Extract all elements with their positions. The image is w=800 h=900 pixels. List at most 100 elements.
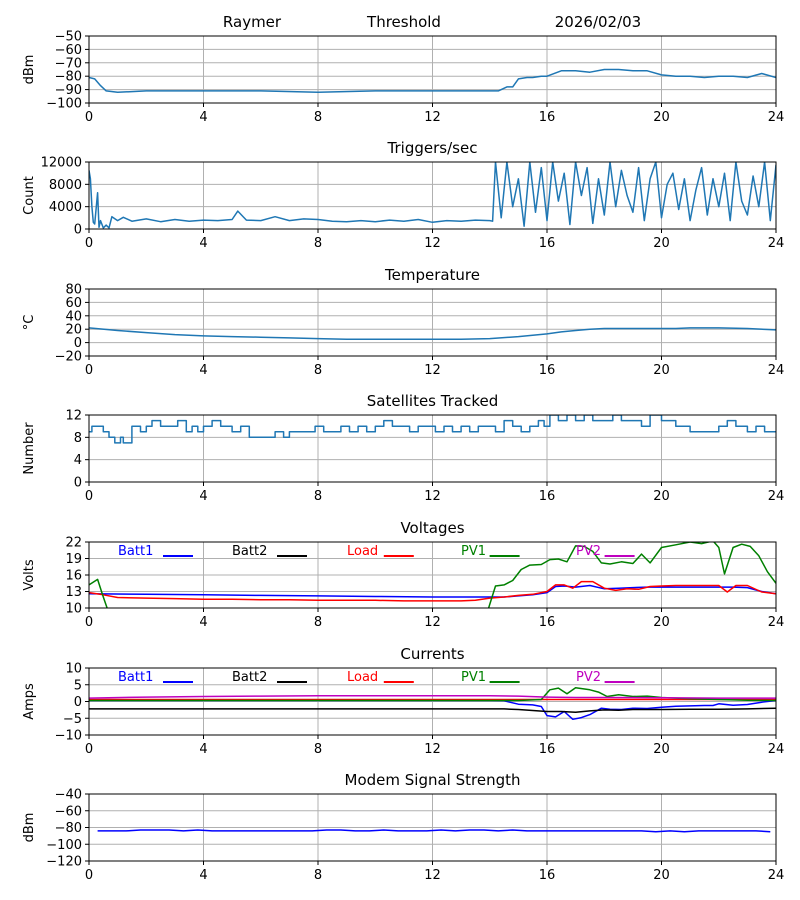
chart-title: Voltages <box>400 519 464 537</box>
legend-label: Load <box>347 544 378 559</box>
y-tick-label: −10 <box>55 729 82 744</box>
y-tick-label: 80 <box>65 283 82 298</box>
x-tick-label: 16 <box>539 363 556 378</box>
x-tick-label: 4 <box>199 489 207 504</box>
chart-panel-3: 0 4 8 12 16 20 24 0 4 8 12 Satellites Tracked Number <box>22 392 784 504</box>
x-tick-label: 16 <box>539 615 556 630</box>
x-tick-label: 0 <box>85 236 93 251</box>
x-tick-label: 12 <box>424 489 441 504</box>
y-tick-label: 0 <box>74 476 82 491</box>
x-tick-label: 8 <box>314 363 322 378</box>
y-axis-label: °C <box>22 315 37 331</box>
x-tick-label: 8 <box>314 236 322 251</box>
x-tick-label: 20 <box>653 110 670 125</box>
y-axis-label: Volts <box>22 559 37 591</box>
series-line-pv2 <box>89 695 776 699</box>
y-tick-label: −80 <box>55 70 82 85</box>
series-group <box>89 327 776 341</box>
y-tick-label: −5 <box>63 712 82 727</box>
series-line-batt2 <box>89 707 776 713</box>
y-tick-label: 40 <box>65 309 82 324</box>
x-tick-label: 16 <box>539 489 556 504</box>
y-tick-label: −80 <box>55 821 82 836</box>
y-axis-label: dBm <box>22 55 37 85</box>
header-station: Raymer <box>223 13 282 31</box>
x-tick-label: 4 <box>199 868 207 883</box>
y-tick-label: 0 <box>74 336 82 351</box>
y-tick-label: 12000 <box>41 156 82 171</box>
series-line-signal <box>97 829 771 833</box>
legend-label: Batt1 <box>118 670 153 685</box>
x-tick-label: 0 <box>85 363 93 378</box>
chart-panel-1: 0 4 8 12 16 20 24 0 4000 8000 12000 Triggers/sec Cou… <box>22 139 784 251</box>
series-line-temperature <box>89 327 776 341</box>
y-tick-label: 10 <box>65 662 82 677</box>
x-tick-label: 20 <box>653 236 670 251</box>
chart-panel-6: 0 4 8 12 16 20 24 −120 −100 −80 −60−40 Modem Signal… <box>22 771 784 883</box>
series-group <box>89 687 776 721</box>
x-tick-label: 0 <box>85 868 93 883</box>
y-axis-label: Number <box>22 422 37 475</box>
x-tick-label: 16 <box>539 236 556 251</box>
y-tick-label: −60 <box>55 804 82 819</box>
series-group <box>89 68 776 94</box>
series-group <box>89 542 776 608</box>
series-line-triggers <box>89 162 776 229</box>
y-tick-label: −100 <box>46 97 82 112</box>
chart-title: Modem Signal Strength <box>345 771 521 789</box>
y-tick-label: 16 <box>65 569 82 584</box>
series-group <box>89 415 776 444</box>
x-tick-label: 24 <box>768 868 785 883</box>
y-tick-label: −100 <box>46 838 82 853</box>
y-tick-label: −60 <box>55 43 82 58</box>
y-tick-label: 4 <box>74 453 82 468</box>
y-tick-label: −40 <box>55 788 82 803</box>
chart-panel-0: 0 4 8 12 16 20 24 −100−90−80−70−60−50 dBm <box>22 30 784 126</box>
y-tick-label: 22 <box>65 536 82 551</box>
legend-label: PV2 <box>576 670 601 685</box>
y-tick-label: −50 <box>55 30 82 45</box>
x-tick-label: 24 <box>768 489 785 504</box>
x-tick-label: 20 <box>653 363 670 378</box>
legend-label: Batt1 <box>118 544 153 559</box>
y-tick-label: 0 <box>74 695 82 710</box>
y-tick-label: 4000 <box>49 200 82 215</box>
x-tick-label: 12 <box>424 868 441 883</box>
y-tick-label: 0 <box>74 223 82 238</box>
chart-title: Satellites Tracked <box>367 392 498 410</box>
x-tick-label: 4 <box>199 615 207 630</box>
x-tick-label: 8 <box>314 110 322 125</box>
x-tick-label: 20 <box>653 615 670 630</box>
y-tick-label: 13 <box>65 585 82 600</box>
y-tick-label: −70 <box>55 56 82 71</box>
x-tick-label: 0 <box>85 742 93 757</box>
x-tick-label: 24 <box>768 110 785 125</box>
series-line-batt1 <box>89 584 776 598</box>
x-tick-label: 16 <box>539 110 556 125</box>
y-tick-label: 20 <box>65 323 82 338</box>
x-tick-label: 4 <box>199 110 207 125</box>
legend-label: PV1 <box>461 544 486 559</box>
y-tick-label: 10 <box>65 602 82 617</box>
series-line-satellites <box>89 415 776 444</box>
x-tick-label: 16 <box>539 742 556 757</box>
y-tick-label: 19 <box>65 552 82 567</box>
chart-title: Triggers/sec <box>387 139 478 157</box>
legend-label: Load <box>347 670 378 685</box>
figure-header: Raymer Threshold 2026/02/03 <box>223 13 641 31</box>
x-tick-label: 24 <box>768 363 785 378</box>
x-tick-label: 4 <box>199 236 207 251</box>
y-tick-label: 8000 <box>49 178 82 193</box>
chart-title: Currents <box>400 645 464 663</box>
y-tick-label: −120 <box>46 855 82 870</box>
header-date: 2026/02/03 <box>555 13 641 31</box>
x-tick-label: 12 <box>424 110 441 125</box>
x-tick-label: 8 <box>314 868 322 883</box>
x-tick-label: 0 <box>85 615 93 630</box>
x-tick-label: 24 <box>768 615 785 630</box>
x-tick-label: 12 <box>424 742 441 757</box>
